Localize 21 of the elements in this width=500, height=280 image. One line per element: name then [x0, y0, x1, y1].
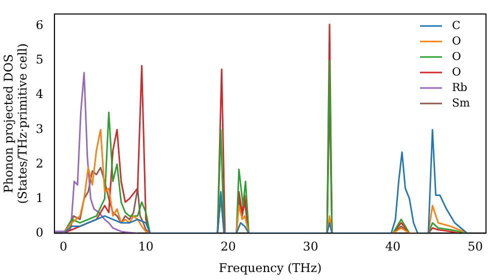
x-tick-label: 40	[385, 240, 401, 254]
x-tick-label: 10	[138, 240, 154, 254]
x-tick-label: 50	[468, 240, 483, 254]
legend-label: O	[452, 50, 462, 63]
legend-label: O	[452, 34, 462, 48]
y-tick-label: 6	[36, 18, 44, 32]
legend-label: Rb	[452, 80, 468, 94]
y-tick-label: 1	[36, 190, 44, 205]
y-axis-title: Phonon projected DOS (States/THz·primitive cell)	[1, 43, 30, 204]
legend-label: Sm	[452, 96, 471, 110]
x-tick-label: 30	[302, 240, 318, 254]
y-tick-label: 3	[36, 122, 44, 136]
legend-label: O	[452, 65, 462, 78]
x-axis-title: Frequency (THz)	[218, 260, 322, 275]
y-tick-label: 0	[36, 225, 44, 240]
legend-label: C	[452, 18, 460, 32]
y-tick-label: 2	[36, 156, 44, 170]
y-tick-label: 5	[36, 52, 44, 67]
x-tick-label: 20	[220, 240, 236, 254]
y-tick-label: 4	[36, 87, 44, 102]
x-tick-label: 0	[60, 240, 68, 254]
